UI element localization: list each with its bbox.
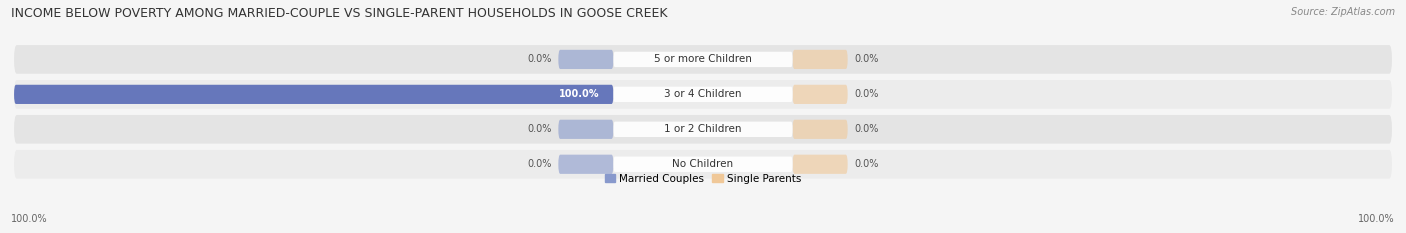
Text: 0.0%: 0.0% [527, 124, 551, 134]
FancyBboxPatch shape [14, 80, 1392, 109]
Text: 3 or 4 Children: 3 or 4 Children [664, 89, 742, 99]
FancyBboxPatch shape [14, 45, 1392, 74]
Text: INCOME BELOW POVERTY AMONG MARRIED-COUPLE VS SINGLE-PARENT HOUSEHOLDS IN GOOSE C: INCOME BELOW POVERTY AMONG MARRIED-COUPL… [11, 7, 668, 20]
Text: No Children: No Children [672, 159, 734, 169]
FancyBboxPatch shape [793, 50, 848, 69]
FancyBboxPatch shape [793, 85, 848, 104]
Text: 0.0%: 0.0% [527, 159, 551, 169]
Text: 0.0%: 0.0% [855, 89, 879, 99]
FancyBboxPatch shape [14, 85, 613, 104]
FancyBboxPatch shape [558, 155, 613, 174]
FancyBboxPatch shape [558, 50, 613, 69]
Legend: Married Couples, Single Parents: Married Couples, Single Parents [600, 169, 806, 188]
Text: 0.0%: 0.0% [855, 124, 879, 134]
Text: 1 or 2 Children: 1 or 2 Children [664, 124, 742, 134]
Text: 100.0%: 100.0% [11, 214, 48, 224]
FancyBboxPatch shape [613, 157, 793, 172]
Text: 0.0%: 0.0% [855, 159, 879, 169]
Text: Source: ZipAtlas.com: Source: ZipAtlas.com [1291, 7, 1395, 17]
Text: 100.0%: 100.0% [1358, 214, 1395, 224]
FancyBboxPatch shape [793, 155, 848, 174]
Text: 0.0%: 0.0% [527, 55, 551, 64]
FancyBboxPatch shape [558, 120, 613, 139]
FancyBboxPatch shape [14, 115, 1392, 144]
Text: 5 or more Children: 5 or more Children [654, 55, 752, 64]
Text: 0.0%: 0.0% [855, 55, 879, 64]
FancyBboxPatch shape [613, 52, 793, 67]
Text: 100.0%: 100.0% [560, 89, 599, 99]
FancyBboxPatch shape [14, 150, 1392, 179]
FancyBboxPatch shape [613, 122, 793, 137]
FancyBboxPatch shape [793, 120, 848, 139]
FancyBboxPatch shape [613, 87, 793, 102]
